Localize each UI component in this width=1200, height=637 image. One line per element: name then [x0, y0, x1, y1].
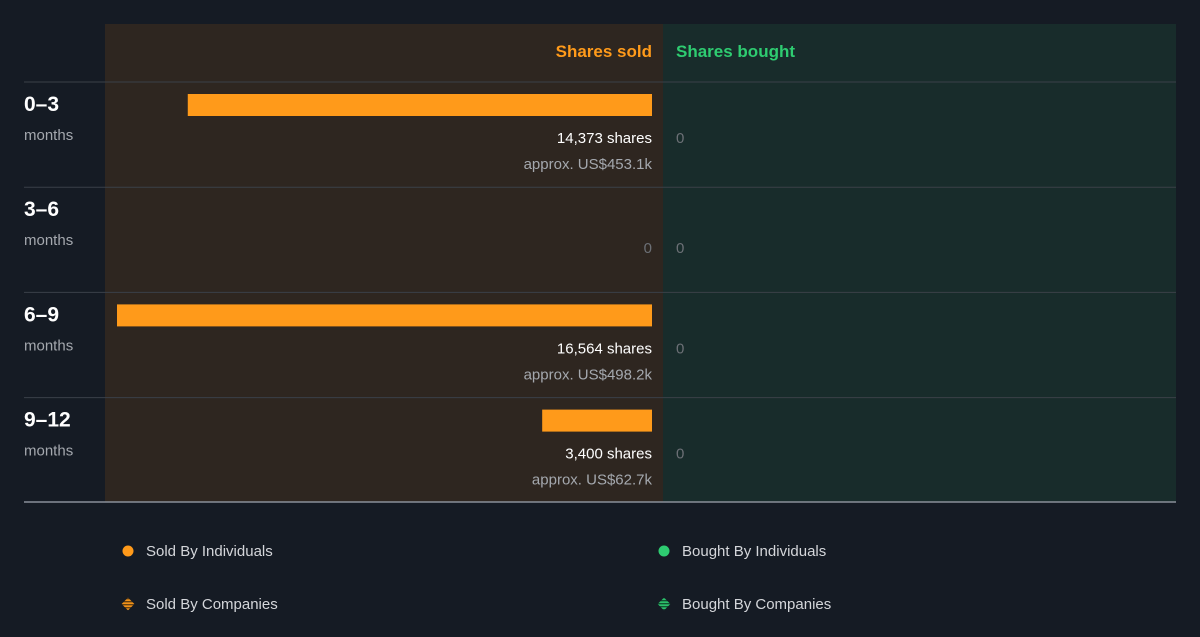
legend-marker-bought-individuals	[658, 545, 670, 557]
sold-bar	[117, 304, 652, 327]
period-unit-label: months	[24, 232, 73, 249]
sold-shares-label: 16,564 shares	[557, 340, 652, 357]
legend-label-sold-individuals: Sold By Individuals	[146, 543, 273, 560]
sold-value-label: approx. US$453.1k	[524, 156, 653, 173]
sold-shares-label: 3,400 shares	[565, 446, 652, 463]
bought-zero-label: 0	[676, 130, 684, 147]
sold-value-label: approx. US$498.2k	[524, 366, 653, 383]
legend: Sold By Individuals Bought By Individual…	[121, 543, 831, 613]
sold-column-header: Shares sold	[556, 42, 652, 61]
bought-zero-label: 0	[676, 446, 684, 463]
period-unit-label: months	[24, 127, 73, 144]
bought-column-header: Shares bought	[676, 42, 795, 61]
period-label: 0–3	[24, 93, 59, 116]
sold-bar	[542, 409, 652, 432]
period-label: 9–12	[24, 409, 71, 432]
legend-label-bought-individuals: Bought By Individuals	[682, 543, 826, 560]
chart-rows: 0–3 months 14,373 shares approx. US$453.1k 0…	[24, 81, 1176, 489]
legend-label-bought-companies: Bought By Companies	[682, 596, 831, 613]
period-label: 3–6	[24, 198, 59, 221]
sold-shares-label: 14,373 shares	[557, 130, 652, 147]
legend-marker-sold-companies	[121, 597, 135, 611]
period-unit-label: months	[24, 443, 73, 460]
legend-marker-sold-individuals	[122, 545, 134, 557]
period-label: 6–9	[24, 303, 59, 326]
sold-value-label: approx. US$62.7k	[532, 472, 653, 489]
bought-panel	[663, 24, 1176, 502]
legend-label-sold-companies: Sold By Companies	[146, 596, 278, 613]
legend-marker-bought-companies	[657, 597, 671, 611]
sold-zero-label: 0	[644, 240, 652, 257]
bought-zero-label: 0	[676, 240, 684, 257]
bought-zero-label: 0	[676, 340, 684, 357]
sold-bar	[187, 94, 652, 116]
period-unit-label: months	[24, 337, 73, 354]
